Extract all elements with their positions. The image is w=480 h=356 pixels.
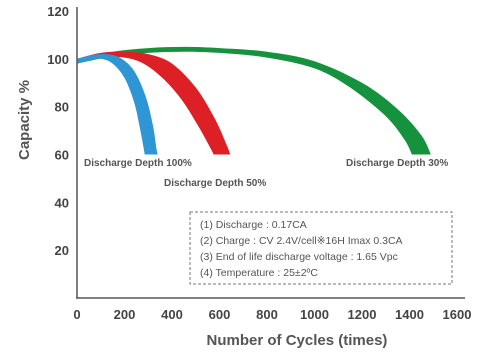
- x-tick-0: 0: [73, 307, 80, 322]
- y-tick-80: 80: [55, 100, 69, 115]
- x-tick-1600: 1600: [443, 307, 472, 322]
- y-tick-120: 120: [47, 4, 69, 19]
- y-tick-20: 20: [55, 243, 69, 258]
- series-layer: [77, 46, 431, 155]
- label-depth-50: Discharge Depth 50%: [164, 178, 266, 189]
- x-tick-200: 200: [114, 307, 136, 322]
- y-tick-labels: 20 40 60 80 100 120: [47, 4, 69, 258]
- y-tick-100: 100: [47, 52, 69, 67]
- x-tick-labels: 0 200 400 600 800 1000 1200 1400 1600: [73, 307, 471, 322]
- note-end-voltage: (3) End of life discharge voltage : 1.65…: [200, 251, 398, 263]
- y-axis-title: Capacity %: [16, 80, 33, 160]
- label-depth-30: Discharge Depth 30%: [346, 158, 448, 169]
- x-axis-title: Number of Cycles (times): [207, 332, 388, 349]
- y-tick-40: 40: [55, 195, 69, 210]
- axes: [76, 7, 465, 299]
- x-tick-1400: 1400: [395, 307, 424, 322]
- series-band-discharge-depth-30: [77, 46, 431, 155]
- note-temperature: (4) Temperature : 25±2ºC: [200, 267, 318, 279]
- notes-border: [189, 211, 453, 285]
- x-tick-600: 600: [209, 307, 231, 322]
- y-tick-60: 60: [55, 148, 69, 163]
- label-depth-100: Discharge Depth 100%: [84, 158, 192, 169]
- series-band-discharge-depth-50: [77, 51, 231, 155]
- note-discharge: (1) Discharge : 0.17CA: [200, 219, 307, 231]
- notes-box: (1) Discharge : 0.17CA (2) Charge : CV 2…: [189, 211, 453, 285]
- x-tick-400: 400: [161, 307, 183, 322]
- series-band-discharge-depth-100: [77, 53, 158, 155]
- note-charge: (2) Charge : CV 2.4V/cell※16H Imax 0.3CA: [200, 235, 403, 247]
- x-tick-1000: 1000: [300, 307, 329, 322]
- x-tick-800: 800: [256, 307, 278, 322]
- x-tick-1200: 1200: [348, 307, 377, 322]
